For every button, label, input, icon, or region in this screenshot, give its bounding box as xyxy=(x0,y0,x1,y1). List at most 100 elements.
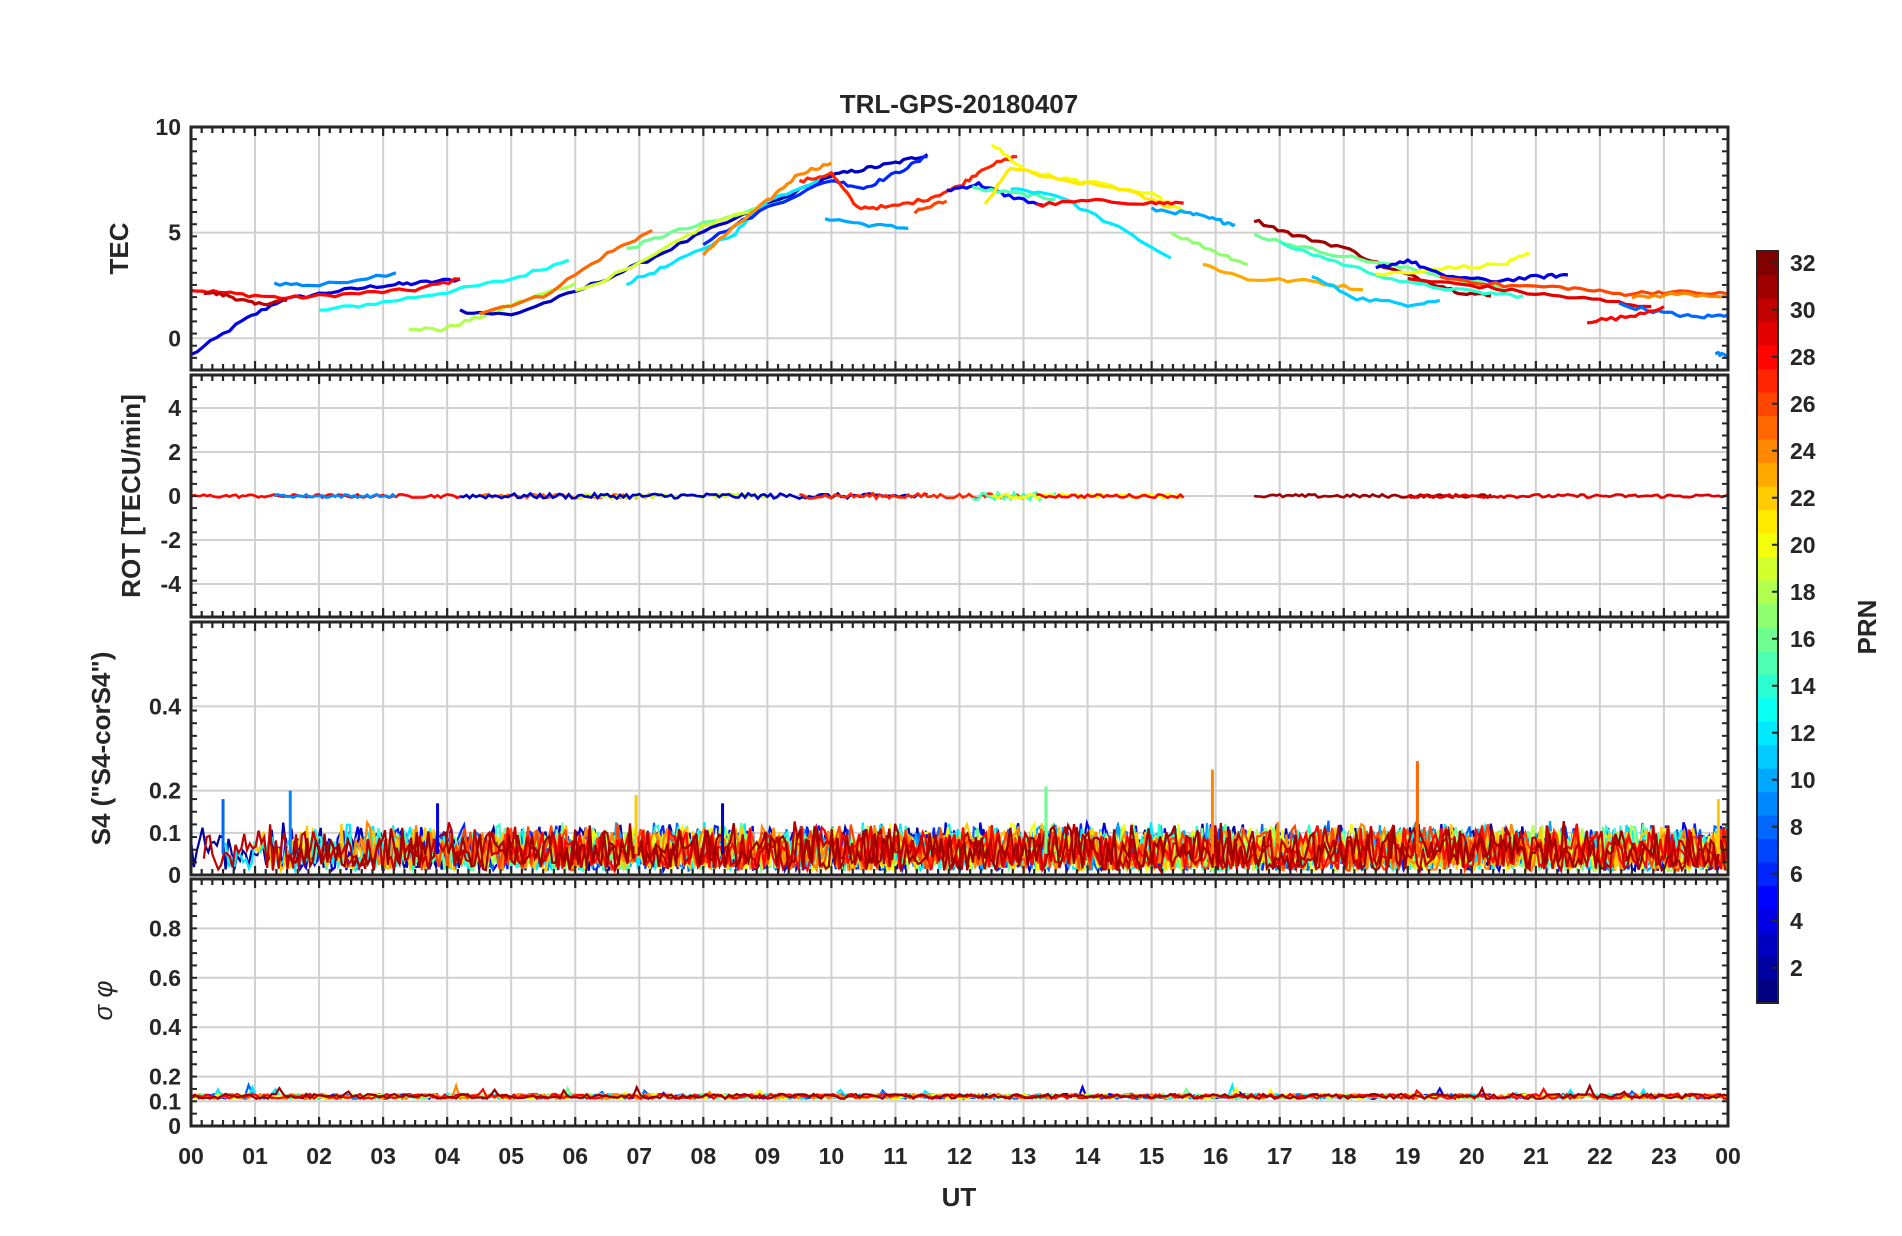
x-tick-label: 00 xyxy=(1715,1143,1741,1169)
x-tick-label: 13 xyxy=(1011,1143,1037,1169)
y-tick-label: 2 xyxy=(168,439,181,465)
colorbar-swatch xyxy=(1757,956,1778,981)
y-tick-label: 4 xyxy=(168,395,181,421)
rot-ticks xyxy=(189,374,1730,618)
rot-series-line xyxy=(191,492,461,500)
colorbar-swatch xyxy=(1757,556,1778,581)
colorbar-swatch xyxy=(1757,509,1778,534)
tec-series-line xyxy=(971,185,1056,202)
colorbar-swatch xyxy=(1757,251,1778,276)
x-tick-label: 17 xyxy=(1267,1143,1293,1169)
colorbar-swatch xyxy=(1757,439,1778,464)
y-axis-label: ROT [TECU/min] xyxy=(116,394,146,598)
colorbar-tick-label: 10 xyxy=(1790,767,1816,793)
x-tick-label: 16 xyxy=(1203,1143,1229,1169)
tec-series-line xyxy=(1169,231,1248,266)
x-tick-label: 11 xyxy=(883,1143,908,1169)
x-tick-label: 18 xyxy=(1331,1143,1357,1169)
x-tick-label: 14 xyxy=(1075,1143,1101,1169)
colorbar-label: PRN xyxy=(1852,600,1882,655)
sigma-series-line xyxy=(191,1083,1728,1101)
x-tick-label: 22 xyxy=(1587,1143,1613,1169)
rot-series-line xyxy=(1036,492,1185,500)
tec-series-line xyxy=(1618,301,1728,320)
tec-series-line xyxy=(1278,240,1524,299)
tec-series-line xyxy=(1375,252,1530,277)
x-tick-label: 03 xyxy=(370,1143,396,1169)
colorbar-swatch xyxy=(1757,650,1778,675)
colorbar-swatch xyxy=(1757,580,1778,605)
colorbar-tick-label: 12 xyxy=(1790,720,1816,746)
sigma-phi-panel: 00.10.2 0.4 0.6 0.8 σ φ xyxy=(88,877,1730,1139)
colorbar-tick-label: 30 xyxy=(1790,297,1816,323)
y-tick-label: 0.6 xyxy=(149,965,181,991)
x-tick-label: 00 xyxy=(178,1143,204,1169)
x-tick-label: 23 xyxy=(1651,1143,1677,1169)
y-tick-label: 0.1 xyxy=(149,820,181,846)
x-tick-label: 04 xyxy=(434,1143,460,1169)
colorbar-swatch xyxy=(1757,791,1778,816)
tec-series-line xyxy=(191,277,461,300)
colorbar-swatch xyxy=(1757,533,1778,558)
y-tick-label: 0.4 xyxy=(149,693,181,719)
rot-series-line xyxy=(273,492,397,500)
colorbar-swatch xyxy=(1757,392,1778,417)
tec-series-line xyxy=(1407,276,1652,309)
tec-series-line xyxy=(191,277,461,357)
x-tick-label: 12 xyxy=(947,1143,973,1169)
colorbar-swatch xyxy=(1757,862,1778,887)
x-tick-label: 09 xyxy=(755,1143,781,1169)
tec-series-line xyxy=(625,178,820,287)
tec-series-line xyxy=(1586,305,1665,325)
x-tick-label: 08 xyxy=(691,1143,717,1169)
y-tick-label: 0.8 xyxy=(149,915,181,941)
x-tick-label: 19 xyxy=(1395,1143,1421,1169)
sigma_phi-data xyxy=(191,1081,1728,1101)
s4-series-line xyxy=(202,821,1727,875)
tec-series-line xyxy=(824,217,909,230)
y-tick-label: 0.2 xyxy=(149,778,181,804)
y-tick-label: 0 xyxy=(168,1113,181,1139)
tec-series-line xyxy=(702,155,928,247)
tec-data xyxy=(191,143,1728,359)
tec-series-line xyxy=(1375,258,1569,284)
s4-panel: 0 0.1 0.2 0.4 S4 ("S4-corS4") xyxy=(86,620,1730,888)
y-tick-label: -4 xyxy=(161,571,182,597)
colorbar-tick-label: 28 xyxy=(1790,344,1816,370)
colorbar-tick-label: 24 xyxy=(1790,438,1816,464)
tec-series-line xyxy=(983,166,1171,209)
colorbar-swatch xyxy=(1757,885,1778,910)
colorbar-swatch xyxy=(1757,274,1778,299)
tec-grid xyxy=(191,127,1728,370)
tec-series-line xyxy=(319,258,570,312)
colorbar-swatch xyxy=(1757,721,1778,746)
s4-series-line xyxy=(286,820,1727,873)
colorbar-swatch xyxy=(1757,345,1778,370)
colorbar-swatch xyxy=(1757,603,1778,628)
x-tick-label: 02 xyxy=(306,1143,332,1169)
colorbar-swatch xyxy=(1757,979,1778,1004)
colorbar-tick-label: 14 xyxy=(1790,673,1816,699)
x-tick-label: 20 xyxy=(1459,1143,1485,1169)
rot-panel: -4 -2 0 2 4 ROT [TECU/min] xyxy=(116,373,1730,619)
tec-series-line xyxy=(1311,275,1441,308)
tec-series-line xyxy=(1035,197,1184,208)
colorbar-swatch xyxy=(1757,744,1778,769)
colorbar-tick-label: 16 xyxy=(1790,626,1816,652)
tec-series-line xyxy=(459,153,929,317)
x-tick-label: 01 xyxy=(242,1143,268,1169)
sigma_phi-ticks xyxy=(189,878,1730,1127)
y-tick-label: 0.2 xyxy=(149,1064,181,1090)
tec-series-line xyxy=(273,271,397,288)
colorbar-swatch xyxy=(1757,909,1778,934)
tec-series-line xyxy=(626,193,801,251)
rot-series-line xyxy=(1406,492,1728,500)
colorbar-swatch xyxy=(1757,298,1778,323)
tec-series-line xyxy=(478,229,653,316)
y-axis-label: S4 ("S4-corS4") xyxy=(86,652,116,846)
x-tick-label: 07 xyxy=(626,1143,652,1169)
x-tick-label: 15 xyxy=(1139,1143,1165,1169)
colorbar-tick-label: 32 xyxy=(1790,250,1816,276)
